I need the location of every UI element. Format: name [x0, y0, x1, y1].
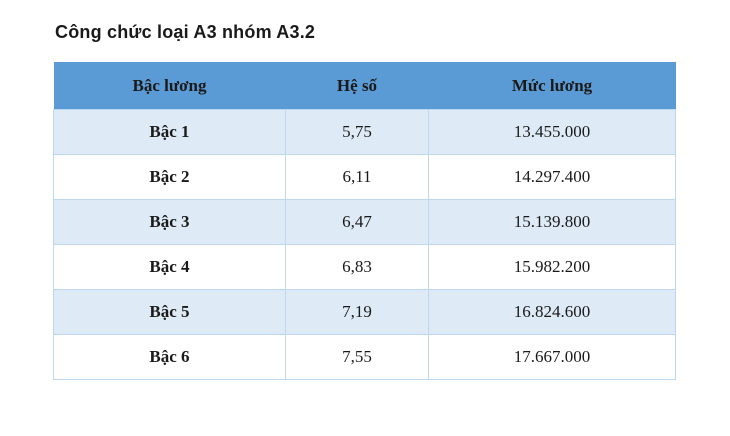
table-row: Bậc 1 5,75 13.455.000 [53, 109, 676, 155]
cell-muc-luong: 14.297.400 [428, 154, 676, 200]
cell-bac-label: Bậc 3 [53, 199, 286, 245]
cell-bac-label: Bậc 2 [53, 154, 286, 200]
cell-muc-luong: 13.455.000 [428, 109, 676, 155]
table-header-row: Bậc lương Hệ số Mức lương [53, 62, 676, 110]
page-title: Công chức loại A3 nhóm A3.2 [55, 22, 316, 42]
cell-bac-label: Bậc 1 [53, 109, 286, 155]
table-row: Bậc 6 7,55 17.667.000 [53, 334, 676, 380]
header-cell-he-so: Hệ số [285, 62, 429, 110]
cell-he-so: 6,47 [285, 199, 429, 245]
cell-bac-label: Bậc 6 [53, 334, 286, 380]
cell-he-so: 7,55 [285, 334, 429, 380]
cell-he-so: 5,75 [285, 109, 429, 155]
table-row: Bậc 3 6,47 15.139.800 [53, 199, 676, 245]
cell-muc-luong: 16.824.600 [428, 289, 676, 335]
table-row: Bậc 2 6,11 14.297.400 [53, 154, 676, 200]
cell-he-so: 6,83 [285, 244, 429, 290]
table-row: Bậc 4 6,83 15.982.200 [53, 244, 676, 290]
cell-he-so: 6,11 [285, 154, 429, 200]
cell-muc-luong: 15.139.800 [428, 199, 676, 245]
cell-muc-luong: 17.667.000 [428, 334, 676, 380]
table-row: Bậc 5 7,19 16.824.600 [53, 289, 676, 335]
salary-table: Bậc lương Hệ số Mức lương Bậc 1 5,75 13.… [53, 62, 676, 380]
cell-he-so: 7,19 [285, 289, 429, 335]
header-cell-muc-luong: Mức lương [428, 62, 676, 110]
header-cell-bac-luong: Bậc lương [53, 62, 286, 110]
cell-bac-label: Bậc 4 [53, 244, 286, 290]
cell-bac-label: Bậc 5 [53, 289, 286, 335]
cell-muc-luong: 15.982.200 [428, 244, 676, 290]
